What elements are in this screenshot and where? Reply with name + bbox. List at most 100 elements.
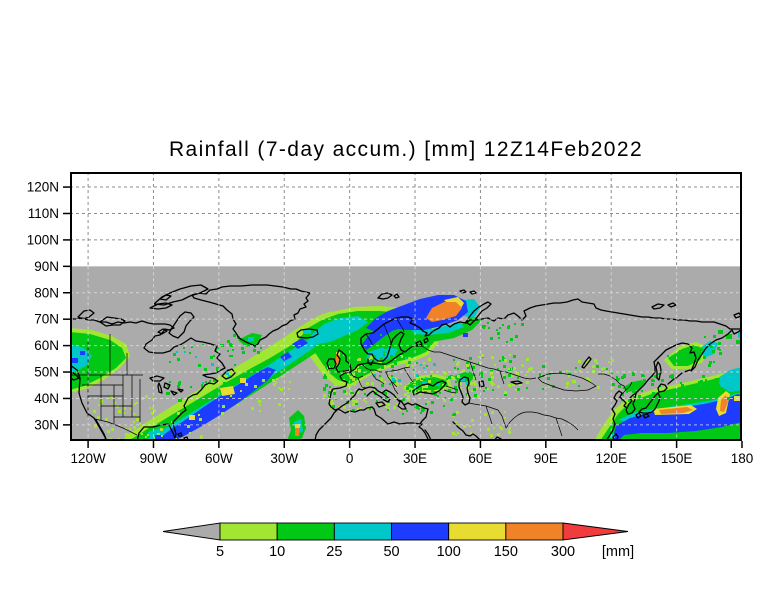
rain-speck — [488, 327, 490, 329]
rain-speck — [695, 354, 698, 357]
coastline — [423, 337, 429, 344]
rain-speck — [167, 384, 170, 387]
rain-speck — [330, 364, 333, 367]
rain-speck — [232, 349, 234, 351]
rain-speck — [572, 380, 575, 383]
rain-speck — [371, 382, 374, 385]
coastline — [465, 301, 492, 326]
rain-speck — [94, 425, 97, 428]
rain-speck — [651, 379, 654, 382]
rain-speck — [448, 376, 451, 379]
coastline — [314, 408, 339, 441]
rain-speck — [253, 349, 256, 352]
rain-speck — [381, 366, 384, 369]
rain-dot — [178, 398, 182, 402]
rain-speck — [508, 368, 510, 370]
rain-speck — [189, 352, 191, 354]
rain-speck — [515, 335, 518, 338]
rain-speck — [452, 394, 454, 396]
rain-speck — [333, 392, 336, 395]
rain-speck — [413, 344, 415, 346]
rain-speck — [469, 425, 471, 427]
rain-speck — [331, 402, 334, 405]
rain-speck — [473, 363, 475, 365]
rain-speck — [341, 398, 343, 400]
rain-speck — [402, 413, 404, 415]
rain-speck — [430, 411, 433, 414]
rain-speck — [125, 433, 128, 436]
rain-speck — [410, 382, 412, 384]
rain-speck — [364, 393, 366, 395]
rain-speck — [621, 393, 624, 396]
rain-speck — [504, 391, 507, 394]
rain-speck — [350, 392, 352, 394]
rain-speck — [459, 382, 462, 385]
rain-speck — [383, 351, 385, 353]
rain-speck — [260, 347, 262, 349]
coastline — [638, 392, 661, 414]
rain-speck — [727, 397, 730, 400]
rain-speck — [275, 381, 277, 383]
rain-speck — [611, 372, 613, 374]
rain-speck — [452, 377, 455, 380]
rain-speck — [705, 379, 707, 381]
coastline — [375, 401, 386, 408]
rain-patch — [122, 311, 332, 441]
rain-speck — [504, 411, 506, 413]
colorbar-segment — [219, 522, 278, 541]
rain-speck — [616, 376, 618, 378]
rain-speck — [631, 383, 633, 385]
rain-speck — [526, 387, 528, 389]
rain-speck — [262, 379, 265, 382]
coastline — [403, 402, 429, 425]
rain-speck — [453, 413, 456, 416]
rain-speck — [325, 384, 328, 387]
rain-speck — [383, 339, 385, 341]
rain-speck — [273, 383, 276, 386]
colorbar-svg: 5 10 25 50 100 150 300 [mm] — [162, 522, 634, 560]
rain-speck — [354, 368, 357, 371]
rain-speck — [105, 418, 108, 421]
rain-speck — [453, 359, 455, 361]
rain-speck — [220, 344, 222, 346]
rain-speck — [406, 387, 409, 390]
rain-speck — [530, 367, 533, 370]
coastline — [328, 363, 367, 411]
rain-speck — [423, 362, 425, 364]
coastline — [478, 380, 485, 388]
rain-speck — [420, 364, 422, 366]
rain-speck — [123, 407, 126, 410]
rain-speck — [528, 368, 531, 371]
rain-speck — [385, 403, 387, 405]
rain-speck — [450, 398, 453, 401]
rain-patch — [464, 299, 480, 318]
rain-speck — [654, 375, 657, 378]
rain-speck — [490, 372, 493, 375]
rain-speck — [100, 400, 103, 403]
rain-speck — [177, 412, 180, 415]
rain-speck — [434, 393, 437, 396]
rain-speck — [110, 396, 113, 399]
rain-speck — [628, 399, 631, 402]
rain-speck — [467, 366, 470, 369]
x-tick-label: 180 — [731, 451, 754, 466]
rain-speck — [385, 406, 387, 408]
rain-speck — [607, 371, 609, 373]
border-line — [469, 361, 537, 385]
rain-speck — [420, 381, 422, 383]
rain-speck — [462, 369, 465, 372]
rain-speck — [473, 388, 476, 391]
rain-speck — [644, 397, 647, 400]
rain-speck — [376, 400, 378, 402]
rain-speck — [393, 380, 396, 383]
rain-speck — [638, 395, 641, 398]
rain-speck — [407, 351, 409, 353]
rain-speck — [578, 385, 580, 387]
rain-speck — [431, 401, 434, 404]
rain-speck — [681, 384, 684, 387]
rain-dot — [466, 381, 470, 385]
rain-speck — [608, 361, 610, 363]
rain-speck — [454, 367, 456, 369]
rain-speck — [358, 358, 361, 361]
